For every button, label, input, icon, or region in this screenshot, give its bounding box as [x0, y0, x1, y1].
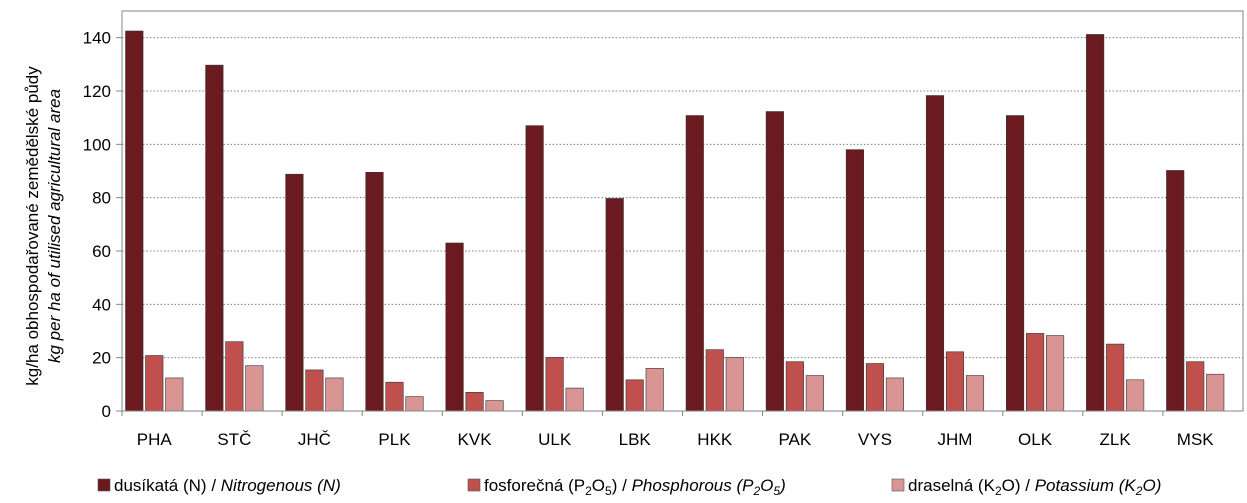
bar [225, 341, 244, 412]
bar [165, 377, 184, 412]
y-tick-label: 60 [92, 242, 111, 261]
bar [1106, 343, 1125, 412]
x-tick-label: MSK [1177, 430, 1215, 449]
bar [925, 95, 945, 412]
legend-label-nitrogenous: dusíkatá (N) / Nitrogenous (N) [114, 476, 341, 495]
bar [365, 172, 384, 412]
bar [805, 375, 824, 412]
bar [865, 363, 884, 412]
bar [1026, 333, 1045, 412]
bar [245, 365, 264, 412]
x-tick-label: STČ [217, 430, 251, 449]
bars [125, 30, 1225, 412]
x-tick-label: KVK [458, 430, 493, 449]
y-tick-label: 140 [83, 29, 111, 48]
x-tick-label: PHA [137, 430, 173, 449]
bar [1006, 115, 1025, 412]
legend-swatch-potassium [891, 478, 905, 492]
bar [285, 173, 304, 412]
y-tick-label: 40 [92, 295, 111, 314]
bar [845, 149, 864, 412]
legend: dusíkatá (N) / Nitrogenous (N) fosforečn… [97, 476, 1161, 498]
bar [485, 400, 504, 412]
bar [1086, 34, 1105, 412]
x-tick-label: HKK [697, 430, 733, 449]
bar [765, 111, 784, 412]
bar [1046, 335, 1065, 412]
gridlines [122, 37, 1243, 359]
bar [305, 369, 324, 412]
y-tick-label: 20 [92, 349, 111, 368]
bar [625, 379, 644, 412]
y-axis-label-en: kg per ha of utilised agricultural area [45, 89, 64, 363]
bar [525, 125, 544, 412]
bar [1186, 361, 1205, 412]
bar [785, 361, 804, 412]
y-axis-label-cz: kg/ha obhospodařované zemědělské půdy [23, 66, 42, 386]
bar [645, 368, 664, 412]
bar [605, 198, 624, 412]
y-tick-label: 100 [83, 135, 111, 154]
y-tick-label: 0 [102, 402, 111, 421]
legend-label-phosphorous: fosforečná (P2O5) / Phosphorous (P2O5) [484, 476, 786, 498]
bar [1166, 170, 1185, 412]
bar [465, 392, 484, 412]
x-tick-label: JHM [938, 430, 973, 449]
x-tick-label: LBK [619, 430, 652, 449]
legend-item-potassium: draselná (K2O) / Potassium (K2O) [891, 476, 1161, 498]
bar [545, 357, 564, 412]
bar [445, 242, 464, 412]
bar [325, 377, 344, 412]
legend-item-phosphorous: fosforečná (P2O5) / Phosphorous (P2O5) [467, 476, 786, 498]
bar [885, 377, 904, 412]
bar [685, 115, 704, 412]
x-tick-label: ULK [538, 430, 572, 449]
legend-item-nitrogenous: dusíkatá (N) / Nitrogenous (N) [97, 476, 341, 495]
bar [405, 396, 424, 412]
legend-swatch-phosphorous [467, 478, 481, 492]
bar [205, 64, 224, 412]
bar [385, 381, 404, 412]
x-tick-label: PAK [778, 430, 811, 449]
bar [705, 349, 724, 412]
axes: 0 20 40 60 80 100 120 140 PHA STČ JHČ PLK KVK ULK LBK H… [83, 10, 1244, 449]
y-axis-title: kg/ha obhospodařované zemědělské půdy kg… [23, 66, 64, 386]
bar [1206, 373, 1225, 412]
x-tick-label: PLK [378, 430, 411, 449]
x-tick-label: VYS [858, 430, 892, 449]
bar [945, 351, 965, 412]
x-tick-label: OLK [1018, 430, 1053, 449]
x-tick-label: ZLK [1100, 430, 1132, 449]
bar [125, 30, 144, 412]
bar [965, 375, 985, 412]
y-tick-label: 120 [83, 82, 111, 101]
bar [1126, 379, 1145, 412]
legend-swatch-nitrogenous [97, 478, 111, 492]
bar [725, 357, 744, 412]
bar [145, 355, 164, 412]
bar [565, 387, 584, 412]
x-tick-label: JHČ [298, 430, 331, 449]
legend-label-potassium: draselná (K2O) / Potassium (K2O) [908, 476, 1161, 498]
y-tick-label: 80 [92, 189, 111, 208]
